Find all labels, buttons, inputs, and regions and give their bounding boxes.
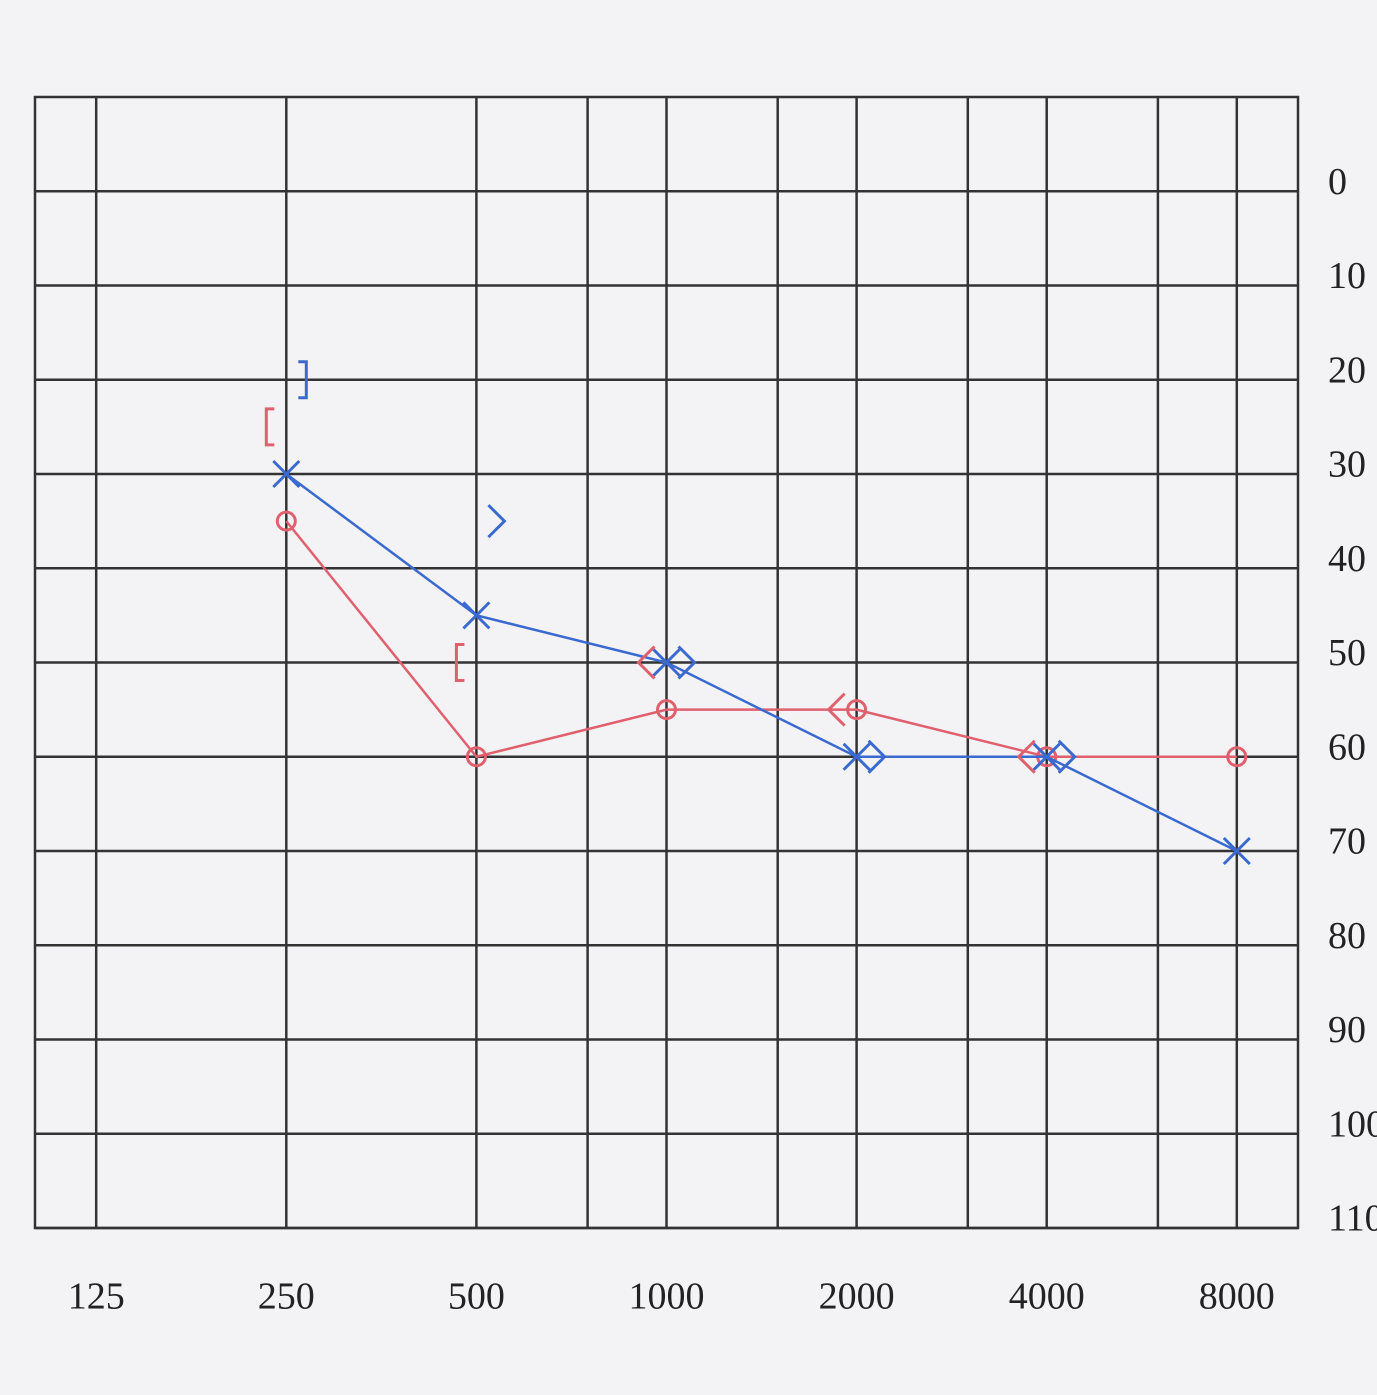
x-tick-label: 4000	[1009, 1276, 1085, 1318]
series-line	[285, 472, 1238, 853]
y-tick-label: 80	[1328, 915, 1366, 957]
marker	[636, 645, 656, 680]
marker	[1057, 739, 1077, 774]
y-tick-label: 50	[1328, 632, 1366, 674]
y-tick-label: 40	[1328, 538, 1366, 580]
y-tick-label: 70	[1328, 821, 1366, 863]
marker	[462, 601, 491, 630]
x-tick-label: 125	[68, 1276, 125, 1318]
marker	[1222, 836, 1251, 866]
marker	[867, 739, 887, 774]
y-tick-label: 30	[1328, 444, 1366, 486]
marker	[1032, 742, 1061, 771]
x-tick-label: 500	[448, 1276, 505, 1318]
y-tick-label: 20	[1328, 349, 1366, 391]
y-tick-label: 110	[1328, 1198, 1377, 1240]
x-tick-label: 8000	[1199, 1276, 1275, 1318]
y-tick-label: 10	[1328, 255, 1366, 297]
marker	[487, 504, 507, 539]
marker	[842, 742, 871, 771]
marker	[846, 699, 868, 721]
y-tick-label: 0	[1328, 161, 1347, 203]
marker	[272, 459, 301, 489]
marker	[1016, 739, 1036, 774]
x-tick-label: 1000	[629, 1276, 705, 1318]
marker	[656, 699, 678, 721]
marker	[275, 510, 297, 532]
marker	[826, 692, 846, 727]
marker	[652, 648, 681, 677]
marker	[1036, 746, 1058, 768]
marker	[677, 645, 697, 680]
marker	[264, 407, 275, 447]
x-tick-label: 2000	[819, 1276, 895, 1318]
marker	[298, 360, 308, 400]
marker	[465, 746, 487, 768]
y-tick-label: 90	[1328, 1009, 1366, 1051]
y-tick-label: 100	[1328, 1103, 1377, 1145]
x-tick-label: 250	[258, 1276, 315, 1318]
marker	[454, 643, 465, 682]
y-tick-label: 60	[1328, 726, 1366, 768]
marker	[1226, 746, 1248, 768]
